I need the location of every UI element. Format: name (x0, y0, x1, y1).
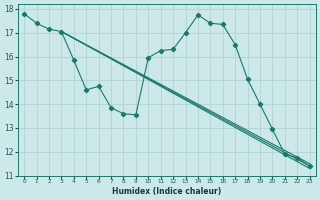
X-axis label: Humidex (Indice chaleur): Humidex (Indice chaleur) (112, 187, 221, 196)
